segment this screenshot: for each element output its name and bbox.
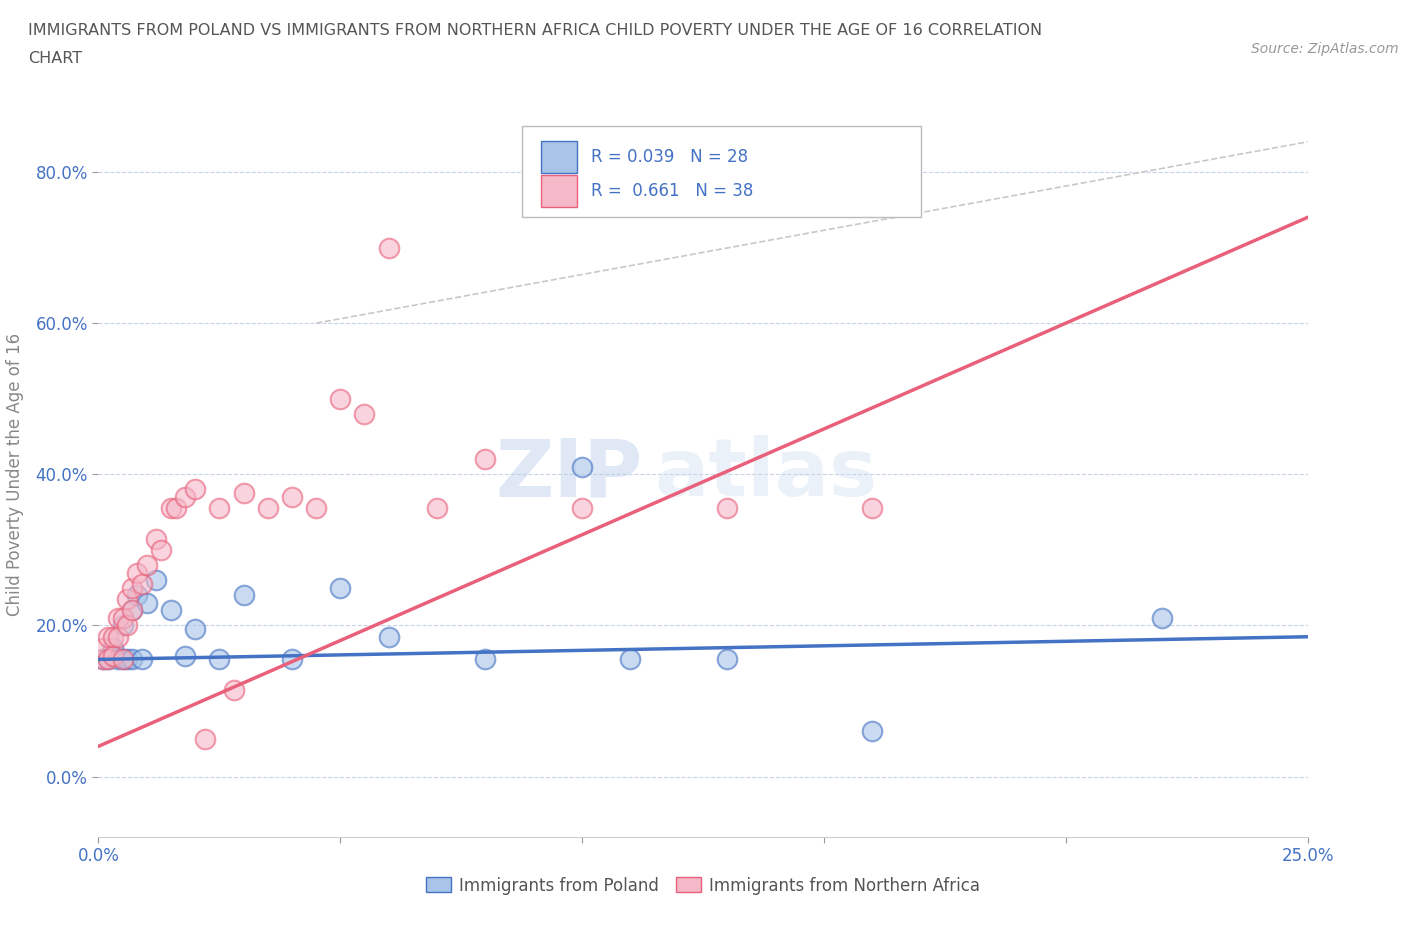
Point <box>222 683 245 698</box>
Point <box>329 580 352 595</box>
Point <box>256 501 278 516</box>
Text: IMMIGRANTS FROM POLAND VS IMMIGRANTS FROM NORTHERN AFRICA CHILD POVERTY UNDER TH: IMMIGRANTS FROM POLAND VS IMMIGRANTS FRO… <box>28 23 1042 38</box>
Point <box>127 588 149 603</box>
Point <box>377 630 399 644</box>
Point <box>377 240 399 255</box>
Point <box>145 531 167 546</box>
Point <box>91 652 114 667</box>
Point <box>281 652 304 667</box>
Point <box>127 565 149 580</box>
Point <box>353 406 375 421</box>
Point <box>145 573 167 588</box>
Point <box>101 648 124 663</box>
Point <box>111 618 134 633</box>
Point <box>101 641 124 656</box>
Point <box>165 501 187 516</box>
Text: atlas: atlas <box>655 435 877 513</box>
Legend: Immigrants from Poland, Immigrants from Northern Africa: Immigrants from Poland, Immigrants from … <box>419 870 987 901</box>
Point <box>474 652 496 667</box>
Point <box>716 501 738 516</box>
FancyBboxPatch shape <box>522 126 921 217</box>
Point <box>150 542 173 557</box>
Point <box>121 603 143 618</box>
Point <box>97 652 120 667</box>
Point <box>101 648 124 663</box>
Point <box>131 652 153 667</box>
Point <box>184 482 207 497</box>
Point <box>174 489 197 504</box>
Point <box>97 630 120 644</box>
Point <box>117 652 139 667</box>
Point <box>232 588 254 603</box>
Point <box>117 591 139 606</box>
Text: R = 0.039   N = 28: R = 0.039 N = 28 <box>591 148 748 166</box>
Point <box>135 595 157 610</box>
Point <box>329 392 352 406</box>
Point <box>121 603 143 618</box>
Point <box>111 652 134 667</box>
Point <box>1152 610 1174 625</box>
Point <box>160 501 183 516</box>
Point <box>101 630 124 644</box>
Y-axis label: Child Poverty Under the Age of 16: Child Poverty Under the Age of 16 <box>7 333 24 616</box>
Point <box>107 630 129 644</box>
Point <box>117 618 139 633</box>
Point <box>194 731 217 746</box>
Text: Source: ZipAtlas.com: Source: ZipAtlas.com <box>1251 42 1399 56</box>
Point <box>131 577 153 591</box>
Point <box>619 652 641 667</box>
Point <box>107 610 129 625</box>
Point <box>184 622 207 637</box>
Point <box>107 652 129 667</box>
Point <box>135 558 157 573</box>
FancyBboxPatch shape <box>541 176 578 207</box>
Point <box>91 652 114 667</box>
Point <box>97 652 120 667</box>
Point <box>160 603 183 618</box>
Text: CHART: CHART <box>28 51 82 66</box>
Point <box>426 501 449 516</box>
Point <box>91 641 114 656</box>
Point <box>716 652 738 667</box>
Point <box>305 501 328 516</box>
Point <box>111 610 134 625</box>
Point <box>571 459 593 474</box>
Point <box>571 501 593 516</box>
Text: ZIP: ZIP <box>495 435 643 513</box>
Text: R =  0.661   N = 38: R = 0.661 N = 38 <box>591 182 754 200</box>
Point <box>111 652 134 667</box>
Point <box>860 501 883 516</box>
Point <box>121 652 143 667</box>
Point <box>232 485 254 500</box>
Point <box>208 652 231 667</box>
Point <box>860 724 883 738</box>
Point <box>281 489 304 504</box>
Point <box>208 501 231 516</box>
Point <box>174 648 197 663</box>
FancyBboxPatch shape <box>541 141 578 173</box>
Point <box>121 580 143 595</box>
Point <box>474 452 496 467</box>
